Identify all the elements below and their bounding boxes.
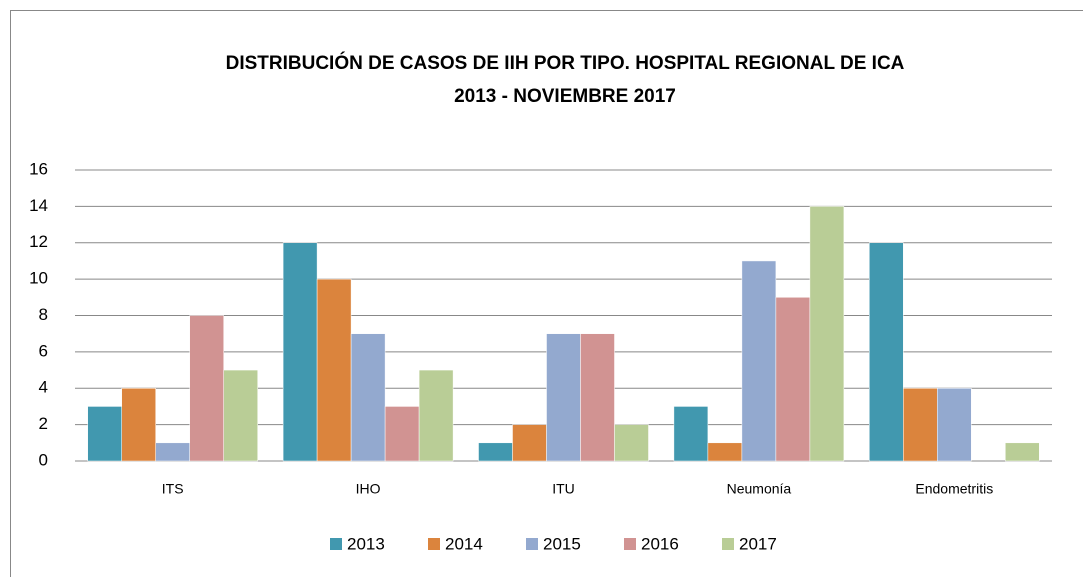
bar <box>546 333 581 462</box>
legend-swatch <box>526 538 538 550</box>
legend-swatch <box>722 538 734 550</box>
y-tick-label: 4 <box>39 378 48 397</box>
bar <box>775 297 811 462</box>
chart-border <box>10 10 1083 577</box>
bar <box>937 388 972 462</box>
bar <box>155 442 190 462</box>
x-tick-label: ITS <box>162 481 184 497</box>
bar <box>350 333 386 462</box>
y-tick-label: 6 <box>39 341 48 360</box>
bar <box>673 406 709 462</box>
legend-label: 2016 <box>641 534 679 553</box>
x-tick-label: IHO <box>356 481 381 497</box>
bar <box>512 424 547 462</box>
x-tick-label: Endometritis <box>915 481 993 497</box>
chart-title: DISTRIBUCIÓN DE CASOS DE IIH POR TIPO. H… <box>226 52 905 74</box>
bar <box>189 315 224 462</box>
bar <box>614 424 649 462</box>
bar <box>418 369 454 462</box>
legend-label: 2013 <box>347 534 385 553</box>
bar <box>223 369 258 462</box>
y-tick-label: 2 <box>39 414 48 433</box>
legend-label: 2017 <box>739 534 777 553</box>
bar <box>869 242 904 462</box>
legend-swatch <box>330 538 342 550</box>
y-tick-label: 12 <box>29 232 48 251</box>
bar <box>707 442 743 462</box>
bar <box>87 406 122 462</box>
bar <box>384 406 420 462</box>
bar <box>580 333 615 462</box>
x-tick-label: ITU <box>552 481 575 497</box>
legend-swatch <box>428 538 440 550</box>
bar <box>903 388 938 462</box>
y-tick-label: 14 <box>29 196 48 215</box>
bar <box>282 242 318 462</box>
bar <box>809 206 845 462</box>
bar <box>316 278 352 462</box>
bar <box>121 388 156 462</box>
chart-subtitle: 2013 - NOVIEMBRE 2017 <box>454 86 676 107</box>
bar <box>478 442 513 462</box>
bar <box>741 260 777 462</box>
y-tick-label: 10 <box>29 269 48 288</box>
legend-label: 2014 <box>445 534 483 553</box>
y-tick-label: 8 <box>39 305 48 324</box>
x-tick-label: Neumonía <box>727 481 792 497</box>
legend-label: 2015 <box>543 534 581 553</box>
legend-swatch <box>624 538 636 550</box>
y-tick-label: 16 <box>29 159 48 178</box>
y-tick-label: 0 <box>39 450 48 469</box>
bar <box>1005 442 1040 462</box>
